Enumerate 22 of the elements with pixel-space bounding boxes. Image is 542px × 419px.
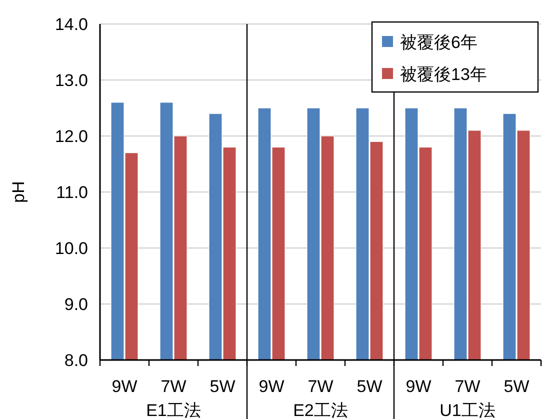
y-tick-label: 13.0: [54, 71, 88, 90]
x-tick-label: 5W: [210, 377, 236, 396]
text: E2工法: [293, 401, 348, 419]
x-tick-label: 7W: [160, 377, 186, 396]
text: U1工法: [440, 401, 496, 419]
x-tick-label: 9W: [406, 377, 432, 396]
x-tick-label: 5W: [504, 377, 530, 396]
y-tick-label: 10.0: [54, 239, 88, 258]
y-tick-label: 11.0: [56, 183, 88, 202]
text: E1工法: [146, 401, 201, 419]
legend-label: 被覆後6年: [400, 33, 478, 52]
legend-label: 被覆後13年: [400, 65, 487, 84]
x-tick-label: 5W: [356, 377, 382, 396]
x-tick-label: 9W: [258, 377, 284, 396]
y-axis-title: pH: [9, 181, 28, 203]
x-tick-label: 9W: [112, 377, 138, 396]
y-tick-label: 14.0: [54, 15, 88, 34]
y-tick-label: 8.0: [64, 351, 88, 370]
y-tick-label: 9.0: [64, 295, 88, 314]
y-tick-label: 12.0: [54, 127, 88, 146]
x-tick-label: 7W: [454, 377, 480, 396]
x-tick-label: 7W: [308, 377, 334, 396]
